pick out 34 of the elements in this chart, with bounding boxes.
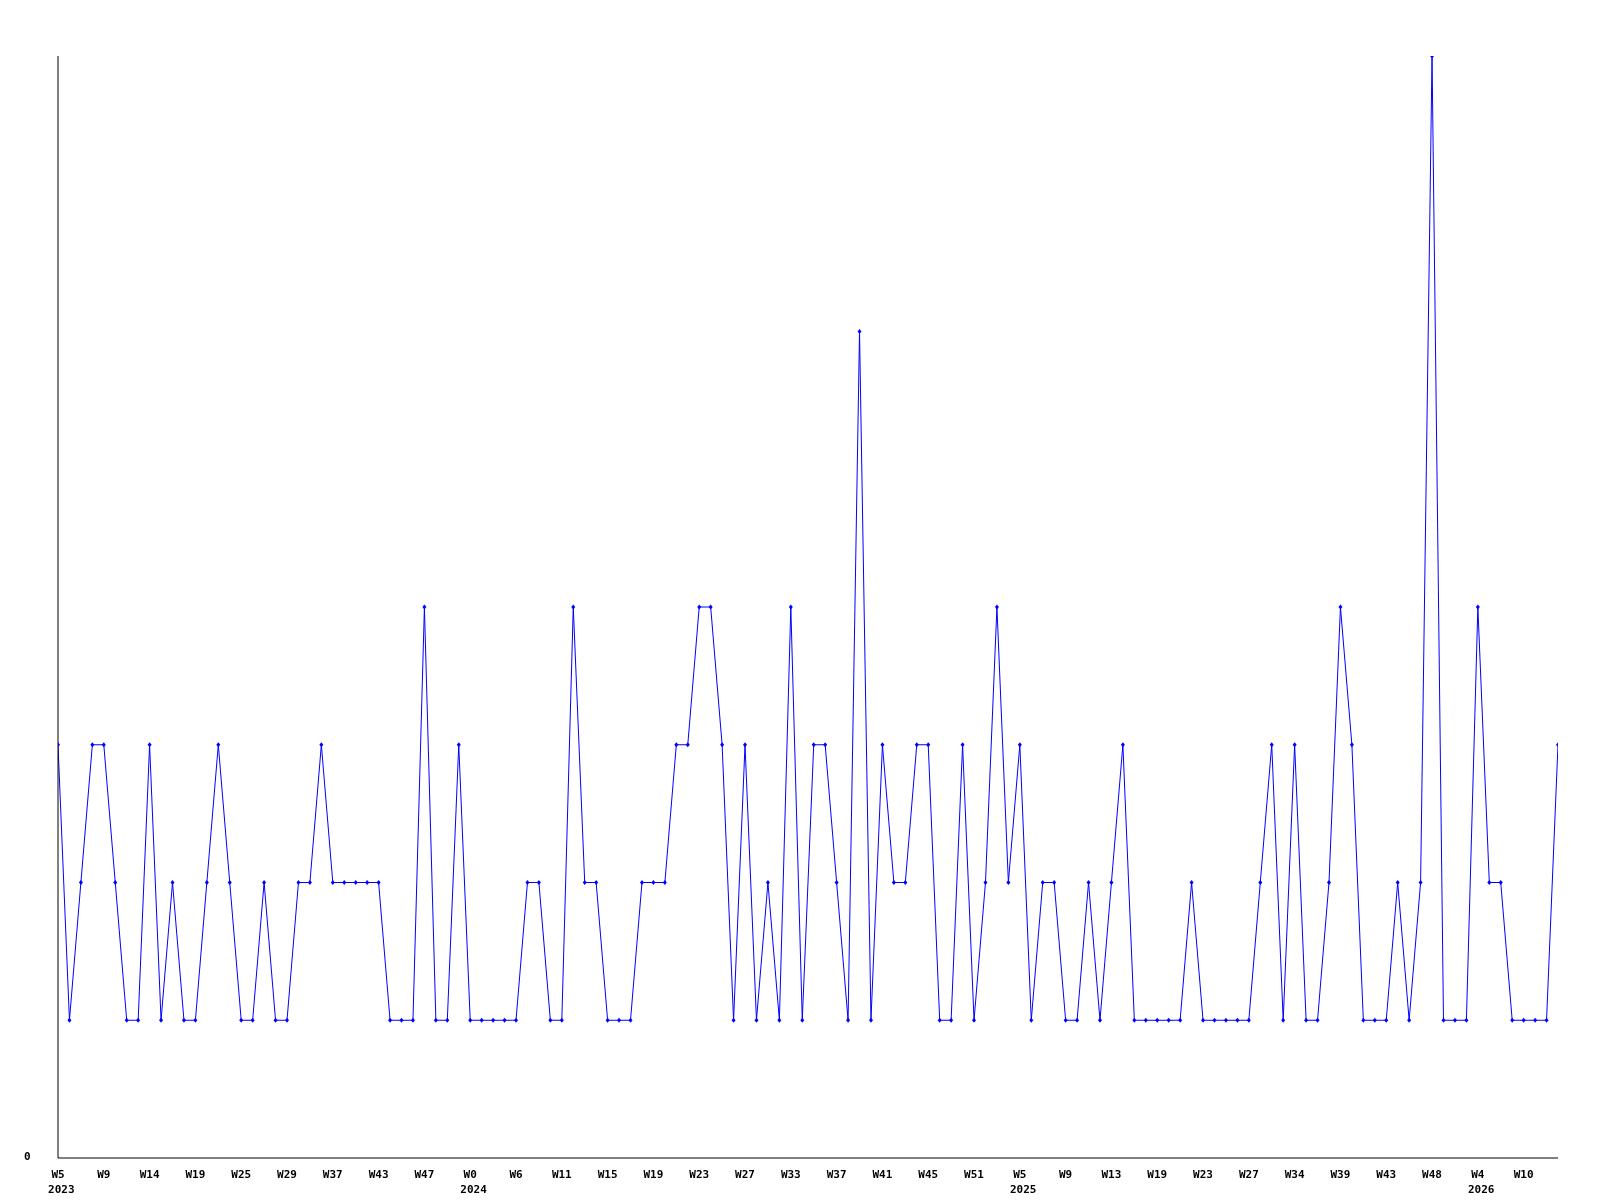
x-tick-label: W9 [1059, 1168, 1073, 1181]
x-tick-label: W41 [872, 1168, 893, 1181]
x-tick-label: W23 [1193, 1168, 1213, 1181]
text: 0 [24, 1150, 31, 1163]
x-tick-label: W13 [1101, 1168, 1122, 1181]
x-tick-label: W14 [139, 1168, 160, 1181]
x-tick-label: W11 [551, 1168, 573, 1181]
x-tick-label: W37 [826, 1168, 847, 1181]
x-tick-label: W43 [368, 1168, 389, 1181]
x-tick-label: W0 2024 [453, 1168, 488, 1196]
x-tick-label: W19 [643, 1168, 664, 1181]
x-tick-label: W29 [277, 1168, 297, 1181]
x-tick-label: W37 [322, 1168, 343, 1181]
x-tick-label: W15 [597, 1168, 618, 1181]
x-tick-label: W9 [97, 1168, 111, 1181]
x-tick-label: W33 [780, 1168, 801, 1181]
x-tick-label: W5 2025 [1003, 1168, 1037, 1196]
x-tick-label: W10 [1513, 1168, 1534, 1181]
x-tick-label: W25 [231, 1168, 252, 1181]
x-tick-label: W19 [1147, 1168, 1168, 1181]
x-tick-label: W43 [1376, 1168, 1397, 1181]
x-tick-label: W39 [1330, 1168, 1351, 1181]
x-tick-label: W4 2026 [1461, 1168, 1495, 1196]
x-tick-label: W6 [509, 1168, 524, 1181]
x-tick-label: W5 2023 [41, 1168, 75, 1196]
x-tick-label: W45 [918, 1168, 939, 1181]
x-tick-label: W47 [414, 1168, 435, 1181]
x-tick-label: W48 [1422, 1168, 1442, 1181]
x-tick-label: W51 [964, 1168, 985, 1181]
x-tick-label: W27 [735, 1168, 755, 1181]
x-tick-label: W19 [185, 1168, 206, 1181]
x-tick-label: W34 [1284, 1168, 1305, 1181]
x-tick-label: W27 [1238, 1168, 1259, 1181]
x-tick-label: W23 [689, 1168, 710, 1181]
